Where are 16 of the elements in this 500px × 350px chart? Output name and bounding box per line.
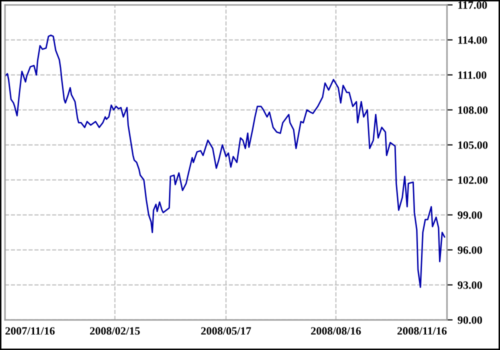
y-tick-label: 96.00 [458, 246, 482, 254]
x-tick-label: 2008/02/15 [90, 327, 140, 335]
y-tick-label: 105.00 [458, 141, 488, 149]
y-tick-label: 99.00 [458, 211, 482, 219]
line-series [5, 34, 446, 288]
x-tick-label: 2007/11/16 [5, 327, 55, 335]
y-tick-label: 102.00 [458, 176, 488, 184]
x-tick-label: 2008/08/16 [311, 327, 361, 335]
y-tick-label: 108.00 [458, 106, 488, 114]
y-tick-label: 93.00 [458, 281, 482, 289]
y-tick-label: 114.00 [458, 36, 487, 44]
y-tick-label: 117.00 [458, 1, 487, 9]
y-tick-label: 90.00 [458, 316, 482, 324]
x-tick-label: 2008/11/16 [397, 327, 447, 335]
x-tick-label: 2008/05/17 [201, 327, 252, 335]
y-tick-label: 111.00 [458, 71, 486, 79]
